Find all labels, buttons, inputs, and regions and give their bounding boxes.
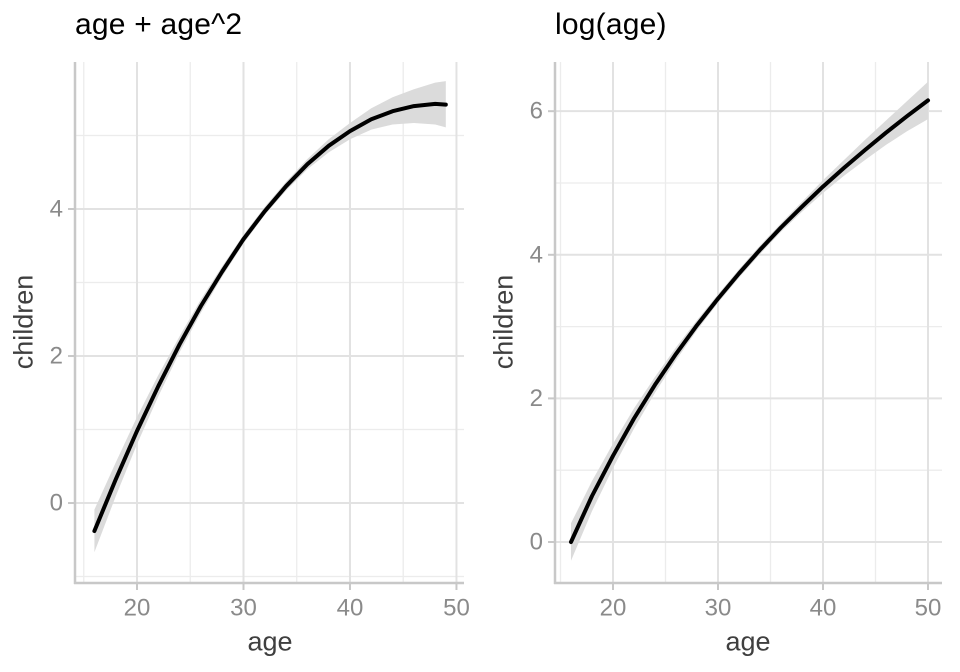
- y-tick-label-right: 6: [530, 98, 543, 125]
- y-tick-label-right: 2: [530, 385, 543, 412]
- x-tick-label-right: 50: [915, 595, 942, 622]
- x-tick-label-left: 40: [337, 595, 364, 622]
- x-tick-label-left: 30: [230, 595, 257, 622]
- y-tick-label-left: 4: [50, 196, 63, 223]
- x-axis-title-left: age: [247, 626, 293, 657]
- x-axis-title-right: age: [725, 626, 771, 657]
- x-tick-label-left: 50: [443, 595, 470, 622]
- fit-line: [569, 98, 930, 544]
- panel-title-right: log(age): [555, 8, 667, 41]
- confidence-ribbon: [94, 81, 446, 553]
- fit-line: [92, 101, 448, 533]
- x-tick-label-right: 30: [705, 595, 732, 622]
- confidence-ribbon: [571, 81, 928, 561]
- y-tick-label-right: 0: [530, 529, 543, 556]
- x-tick-label-right: 40: [810, 595, 837, 622]
- y-tick-label-right: 4: [530, 241, 543, 268]
- x-tick-label-left: 20: [124, 595, 151, 622]
- y-axis-title-right: children: [488, 274, 519, 370]
- panel-title-left: age + age^2: [75, 8, 243, 41]
- y-axis-title-left: children: [8, 274, 39, 370]
- x-tick-label-right: 20: [600, 595, 627, 622]
- y-tick-label-left: 2: [50, 343, 63, 370]
- y-tick-label-left: 0: [50, 490, 63, 517]
